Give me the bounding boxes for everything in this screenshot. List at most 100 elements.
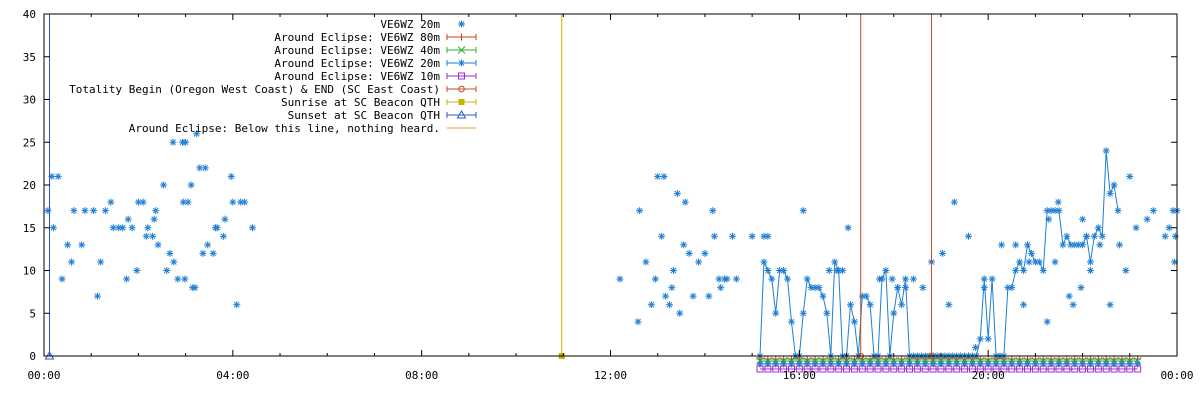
point-ve6wz-20m-0-19 <box>124 215 132 223</box>
track-10m-marker-41 <box>1079 365 1087 373</box>
series-sunset-at-sc-beacon-qth-7 <box>44 14 55 360</box>
point-ve6wz-20m-0-61 <box>634 318 642 326</box>
point-ve6wz-20m-0-89 <box>732 275 740 283</box>
point-around-eclipse-ve6wz-20m-3-85 <box>1090 232 1098 240</box>
point-ve6wz-20m-0-73 <box>673 190 681 198</box>
point-ve6wz-20m-0-69 <box>662 292 670 300</box>
point-around-eclipse-ve6wz-20m-3-24 <box>850 318 858 326</box>
point-ve6wz-20m-0-76 <box>681 198 689 206</box>
point-ve6wz-20m-0-127 <box>1116 241 1124 249</box>
point-ve6wz-20m-0-133 <box>1161 232 1169 240</box>
point-ve6wz-20m-0-74 <box>676 309 684 317</box>
x-tick-label-1: 04:00 <box>216 369 249 382</box>
point-ve6wz-20m-0-49 <box>209 249 217 257</box>
track-10m-marker-3 <box>780 365 788 373</box>
point-around-eclipse-ve6wz-20m-3-69 <box>1027 249 1035 257</box>
point-ve6wz-20m-0-44 <box>193 130 201 138</box>
point-ve6wz-20m-0-31 <box>163 267 171 274</box>
point-ve6wz-20m-0-128 <box>1122 267 1130 274</box>
y-tick-label-5: 25 <box>23 136 36 149</box>
point-ve6wz-20m-0-81 <box>705 292 713 300</box>
point-ve6wz-20m-0-82 <box>709 207 717 215</box>
point-ve6wz-20m-0-132 <box>1149 207 1157 215</box>
point-ve6wz-20m-0-121 <box>1077 284 1085 292</box>
point-ve6wz-20m-0-6 <box>68 258 76 266</box>
point-around-eclipse-ve6wz-20m-3-1 <box>760 258 768 266</box>
point-ve6wz-20m-0-117 <box>1051 258 1059 266</box>
point-ve6wz-20m-0-93 <box>799 207 807 215</box>
track-10m-marker-30 <box>992 365 1000 373</box>
track-10m-marker-38 <box>1055 365 1063 373</box>
point-ve6wz-20m-0-26 <box>149 232 157 240</box>
point-ve6wz-20m-0-38 <box>181 275 189 283</box>
point-ve6wz-20m-0-126 <box>1106 301 1114 309</box>
legend-entry-4: Around Eclipse: VE6WZ 10m <box>274 70 477 83</box>
legend-label-4: Around Eclipse: VE6WZ 10m <box>274 70 440 83</box>
legend-marker-2 <box>457 46 466 54</box>
point-around-eclipse-ve6wz-20m-3-16 <box>819 292 827 300</box>
point-around-eclipse-ve6wz-20m-3-15 <box>815 284 823 292</box>
point-around-eclipse-ve6wz-20m-3-2 <box>764 267 772 274</box>
track-10m-marker-26 <box>961 365 969 373</box>
track-10m-marker-11 <box>843 365 851 373</box>
point-around-eclipse-ve6wz-20m-3-3 <box>768 275 776 283</box>
point-around-eclipse-ve6wz-20m-3-28 <box>866 301 874 309</box>
plot-area <box>44 14 1181 373</box>
point-around-eclipse-ve6wz-20m-3-82 <box>1079 241 1087 249</box>
point-ve6wz-20m-0-39 <box>182 138 190 146</box>
x-tick-label-4: 16:00 <box>783 369 816 382</box>
point-around-eclipse-ve6wz-20m-3-91 <box>1114 207 1122 215</box>
track-10m-marker-22 <box>929 365 937 373</box>
point-ve6wz-20m-0-97 <box>844 224 852 232</box>
point-ve6wz-20m-0-56 <box>233 301 241 309</box>
point-around-eclipse-ve6wz-20m-3-6 <box>780 267 788 274</box>
point-around-eclipse-ve6wz-20m-3-32 <box>882 267 890 274</box>
legend-label-7: Sunset at SC Beacon QTH <box>288 109 440 122</box>
track-10m-marker-4 <box>787 365 795 373</box>
track-10m-marker-34 <box>1024 365 1032 373</box>
point-ve6wz-20m-0-59 <box>249 224 257 232</box>
track-10m-marker-44 <box>1102 365 1110 373</box>
point-around-eclipse-ve6wz-20m-3-67 <box>1020 267 1028 274</box>
track-10m-marker-43 <box>1094 365 1102 373</box>
line-around-eclipse-ve6wz-20m-3 <box>759 150 1119 357</box>
track-10m-marker-8 <box>819 365 827 373</box>
y-tick-label-1: 5 <box>29 307 36 320</box>
point-around-eclipse-ve6wz-20m-3-72 <box>1039 267 1047 274</box>
point-around-eclipse-ve6wz-20m-3-89 <box>1106 190 1114 198</box>
point-around-eclipse-ve6wz-20m-3-37 <box>902 275 910 283</box>
point-ve6wz-20m-0-99 <box>888 275 896 283</box>
y-tick-label-8: 40 <box>23 8 36 21</box>
point-ve6wz-20m-0-111 <box>998 241 1006 249</box>
point-ve6wz-20m-0-8 <box>78 241 86 249</box>
point-around-eclipse-ve6wz-20m-3-65 <box>1012 267 1020 274</box>
point-around-eclipse-ve6wz-20m-3-86 <box>1094 224 1102 232</box>
point-ve6wz-20m-0-43 <box>191 284 199 292</box>
point-ve6wz-20m-0-28 <box>152 207 160 215</box>
point-ve6wz-20m-0-33 <box>169 138 177 146</box>
point-ve6wz-20m-0-5 <box>64 241 72 249</box>
point-ve6wz-20m-0-129 <box>1126 172 1134 180</box>
point-ve6wz-20m-0-34 <box>170 258 178 266</box>
point-ve6wz-20m-0-84 <box>715 275 723 283</box>
point-around-eclipse-ve6wz-20m-3-59 <box>988 275 996 283</box>
track-10m-marker-10 <box>835 365 843 373</box>
point-around-eclipse-ve6wz-20m-3-66 <box>1016 258 1024 266</box>
track-10m-marker-32 <box>1008 365 1016 373</box>
track-10m-marker-13 <box>858 365 866 373</box>
point-around-eclipse-ve6wz-20m-3-27 <box>862 292 870 300</box>
point-ve6wz-20m-0-12 <box>97 258 105 266</box>
point-around-eclipse-ve6wz-20m-3-7 <box>784 275 792 283</box>
series-totality-begin-oregon-west-coast-end-sc-east-coast-5 <box>857 14 935 360</box>
point-around-eclipse-ve6wz-20m-3-71 <box>1035 258 1043 266</box>
point-ve6wz-20m-0-65 <box>651 275 659 283</box>
point-ve6wz-20m-0-120 <box>1069 301 1077 309</box>
axes: 0 5 10 15 20 25 30 35 40 00:00 04:00 08:00 12:00 16:0… <box>23 8 1194 382</box>
point-ve6wz-20m-0-83 <box>710 232 718 240</box>
point-ve6wz-20m-0-106 <box>945 301 953 309</box>
legend-entry-8: Around Eclipse: Below this line, nothing… <box>129 122 476 135</box>
legend-marker-6 <box>458 99 465 105</box>
track-10m-marker-23 <box>937 365 945 373</box>
point-ve6wz-20m-0-85 <box>717 284 725 292</box>
point-ve6wz-20m-0-54 <box>227 172 235 180</box>
